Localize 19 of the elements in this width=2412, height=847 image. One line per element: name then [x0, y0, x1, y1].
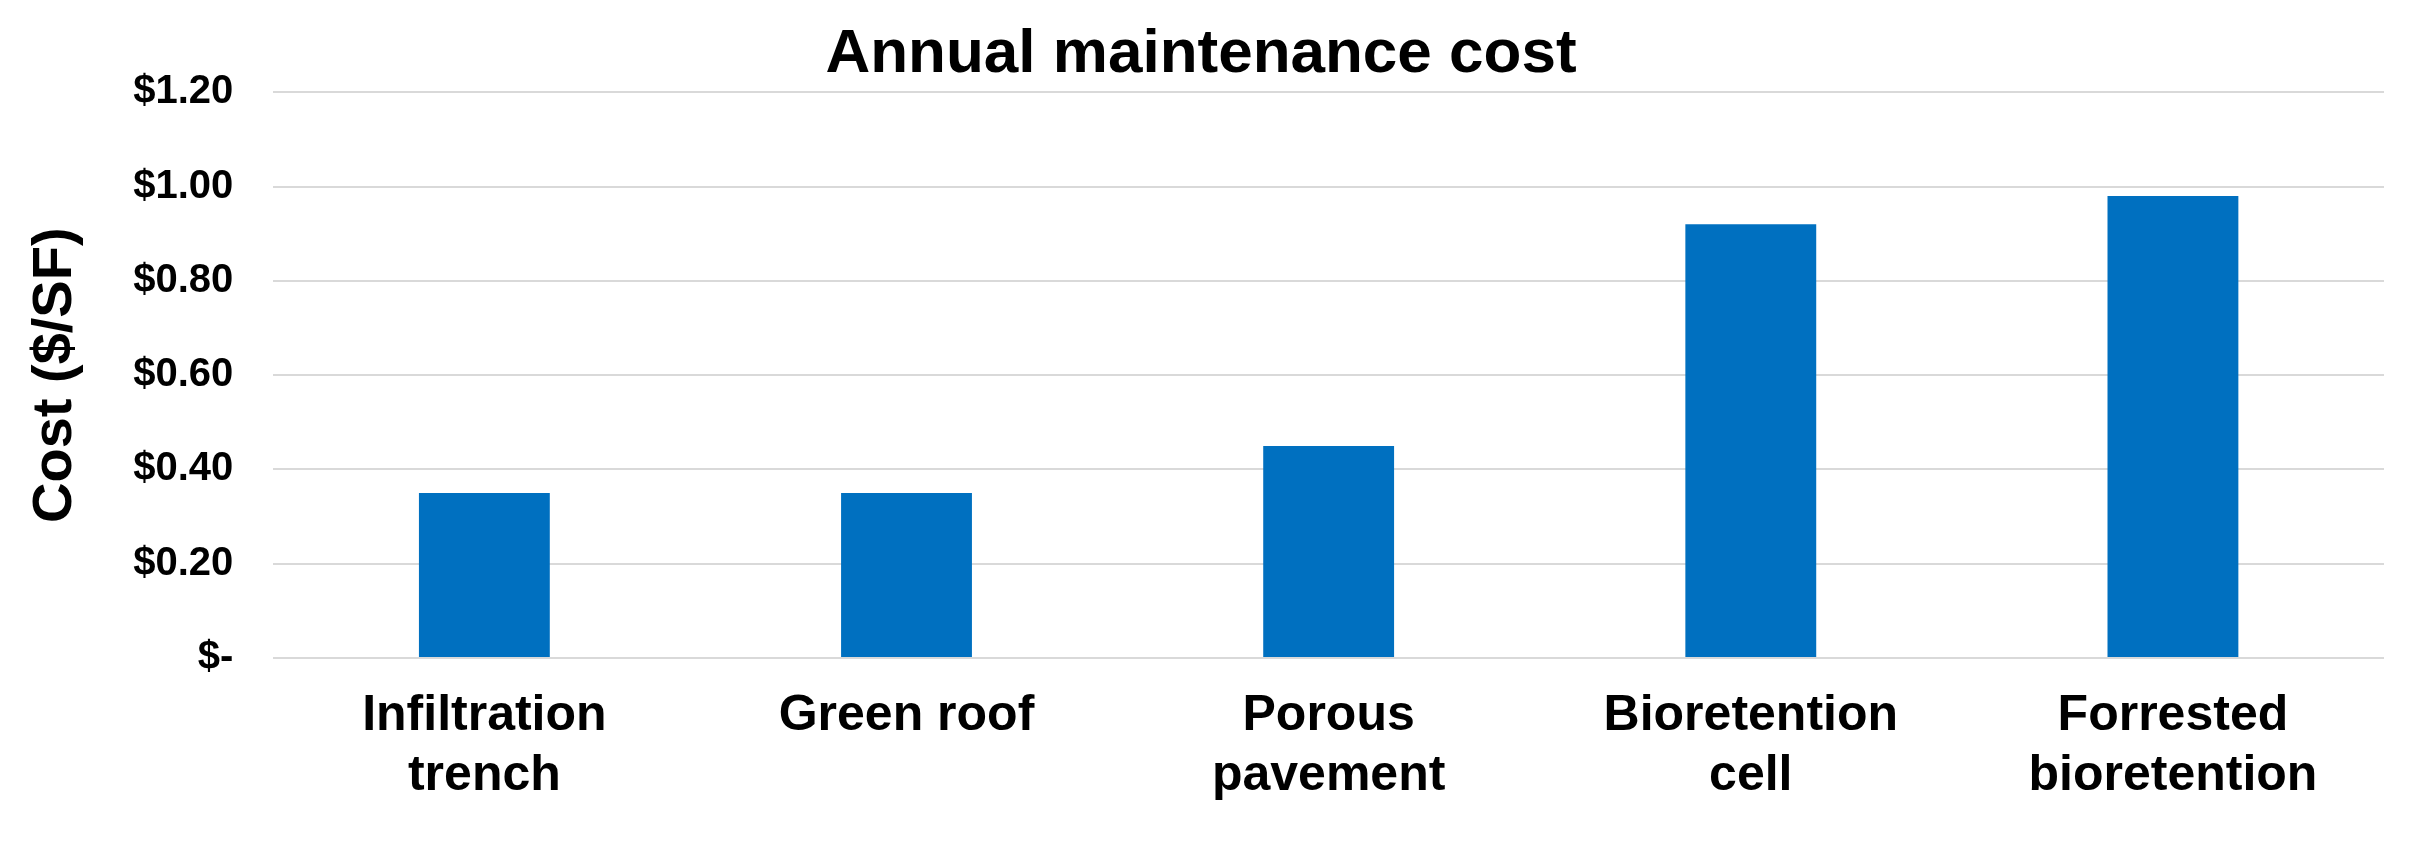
bar [1685, 224, 1817, 657]
chart-title: Annual maintenance cost [825, 16, 1577, 86]
x-tick-label: Porous pavement [1211, 684, 1446, 801]
y-tick-label: $0.80 [133, 255, 234, 300]
y-tick-label: $0.20 [133, 538, 234, 583]
bar [418, 493, 550, 657]
bar [841, 493, 972, 657]
x-tick-label: Bioretention cell [1603, 684, 1899, 801]
y-tick-label: $0.60 [133, 350, 234, 395]
y-axis-title: Cost ($/SF) [20, 227, 84, 523]
y-tick-label: $1.20 [133, 67, 234, 112]
x-tick-label: Infiltration trench [362, 684, 607, 801]
bar [1263, 445, 1395, 657]
bar [2107, 196, 2239, 657]
x-tick-label: Forrested bioretention [2028, 684, 2318, 801]
y-tick-label: $- [197, 633, 234, 678]
y-tick-label: $0.40 [133, 444, 234, 489]
x-tick-label: Green roof [778, 684, 1035, 741]
y-tick-label: $1.00 [133, 161, 234, 206]
